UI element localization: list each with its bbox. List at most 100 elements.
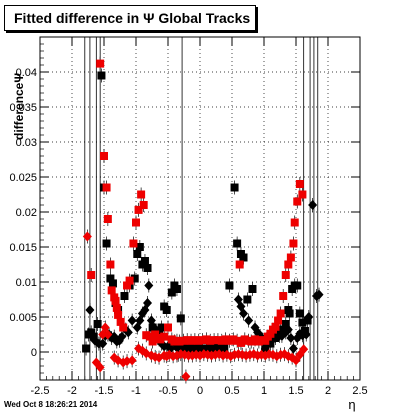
x-tick-label: 1	[261, 385, 267, 397]
red-diamond-marker	[181, 371, 191, 382]
red-square-marker	[134, 205, 143, 214]
black-diamond-marker	[288, 343, 298, 354]
y-tick-label: 0.02	[16, 207, 37, 219]
red-square-marker	[146, 332, 155, 341]
red-square-marker	[298, 190, 307, 199]
y-tick-label: 0	[31, 347, 37, 359]
red-square-marker	[125, 276, 134, 285]
red-square-marker	[87, 271, 96, 279]
black-diamond-marker	[286, 333, 296, 343]
red-square-marker	[276, 309, 285, 318]
black-square-marker	[93, 320, 102, 328]
black-square-marker	[239, 253, 248, 262]
x-tick-label: -0.5	[159, 385, 178, 397]
black-diamond-marker	[239, 308, 249, 319]
red-square-marker	[289, 239, 298, 248]
black-square-marker	[167, 288, 176, 297]
red-diamond-marker	[299, 344, 309, 355]
black-square-marker	[176, 314, 185, 323]
black-square-marker	[298, 318, 307, 327]
red-square-marker	[290, 218, 299, 227]
black-square-marker	[225, 281, 234, 290]
red-square-marker	[103, 215, 112, 223]
red-square-marker	[119, 323, 128, 332]
black-square-marker	[102, 239, 111, 248]
black-square-marker	[82, 344, 91, 353]
y-tick-label: 0.01	[16, 277, 37, 289]
y-tick-label: 0.005	[9, 312, 37, 324]
red-square-marker	[114, 310, 123, 319]
chart-title: Fitted difference in Ψ Global Tracks	[4, 5, 256, 31]
y-tick-label: 0.025	[9, 172, 37, 184]
red-square-marker	[279, 292, 288, 300]
red-square-marker	[261, 336, 270, 345]
black-square-marker	[162, 306, 171, 314]
black-diamond-marker	[244, 315, 254, 326]
black-square-marker	[248, 285, 257, 293]
x-tick-label: -1	[131, 385, 141, 397]
black-diamond-marker	[304, 312, 314, 322]
red-square-marker	[137, 190, 146, 199]
black-square-marker	[233, 239, 242, 248]
black-square-marker	[89, 332, 98, 341]
black-square-marker	[261, 344, 270, 353]
red-square-marker	[102, 183, 111, 192]
timestamp: Wed Oct 8 18:26:21 2014	[4, 400, 98, 409]
black-square-marker	[120, 292, 129, 300]
black-square-marker	[220, 344, 229, 353]
black-diamond-marker	[117, 331, 127, 342]
red-square-marker	[123, 281, 132, 290]
x-tick-label: -2	[67, 385, 77, 397]
black-square-marker	[108, 279, 117, 288]
y-tick-label: 0.015	[9, 242, 37, 254]
black-square-marker	[230, 183, 239, 192]
x-tick-label: 0.5	[224, 385, 239, 397]
red-square-marker	[235, 260, 244, 269]
x-axis-label: η	[348, 397, 355, 412]
red-square-marker	[148, 337, 157, 346]
black-square-marker	[106, 274, 115, 283]
red-square-marker	[266, 329, 275, 338]
red-diamond-marker	[103, 329, 113, 340]
black-diamond-marker	[127, 315, 137, 326]
black-square-marker	[97, 71, 106, 80]
red-square-marker	[100, 152, 108, 160]
x-tick-label: -2.5	[31, 385, 50, 397]
red-square-marker	[284, 260, 293, 269]
red-square-marker	[106, 260, 115, 269]
black-diamond-marker	[283, 324, 293, 335]
y-tick-label: 0.035	[9, 102, 37, 114]
black-diamond-marker	[144, 280, 154, 291]
x-tick-label: 1.5	[288, 385, 303, 397]
black-diamond-marker	[308, 200, 318, 210]
red-square-marker	[293, 197, 302, 206]
red-square-marker	[295, 180, 304, 188]
red-diamond-marker	[82, 231, 92, 242]
black-diamond-marker	[143, 298, 153, 308]
black-square-marker	[172, 285, 181, 293]
red-square-marker	[132, 218, 140, 227]
y-tick-label: 0.04	[16, 67, 37, 79]
black-diamond-marker	[98, 338, 108, 349]
black-square-marker	[293, 281, 302, 290]
red-square-marker	[96, 59, 105, 68]
red-diamond-marker	[249, 349, 259, 360]
red-square-marker	[274, 316, 283, 325]
black-square-marker	[143, 264, 152, 272]
red-square-marker	[116, 317, 125, 326]
black-square-marker	[133, 250, 142, 258]
red-square-marker	[160, 332, 169, 341]
x-tick-label: -1.5	[95, 385, 114, 397]
red-diamond-marker	[127, 355, 137, 366]
red-square-marker	[111, 296, 120, 305]
y-tick-label: 0.03	[16, 137, 37, 149]
red-square-marker	[129, 239, 138, 248]
black-diamond-marker	[301, 329, 311, 340]
black-square-marker	[130, 274, 139, 283]
red-square-marker	[281, 271, 290, 279]
x-tick-label: 2.5	[352, 385, 367, 397]
red-square-marker	[107, 286, 116, 295]
red-square-marker	[286, 253, 295, 262]
black-square-marker	[281, 320, 290, 328]
black-square-marker	[87, 328, 96, 337]
